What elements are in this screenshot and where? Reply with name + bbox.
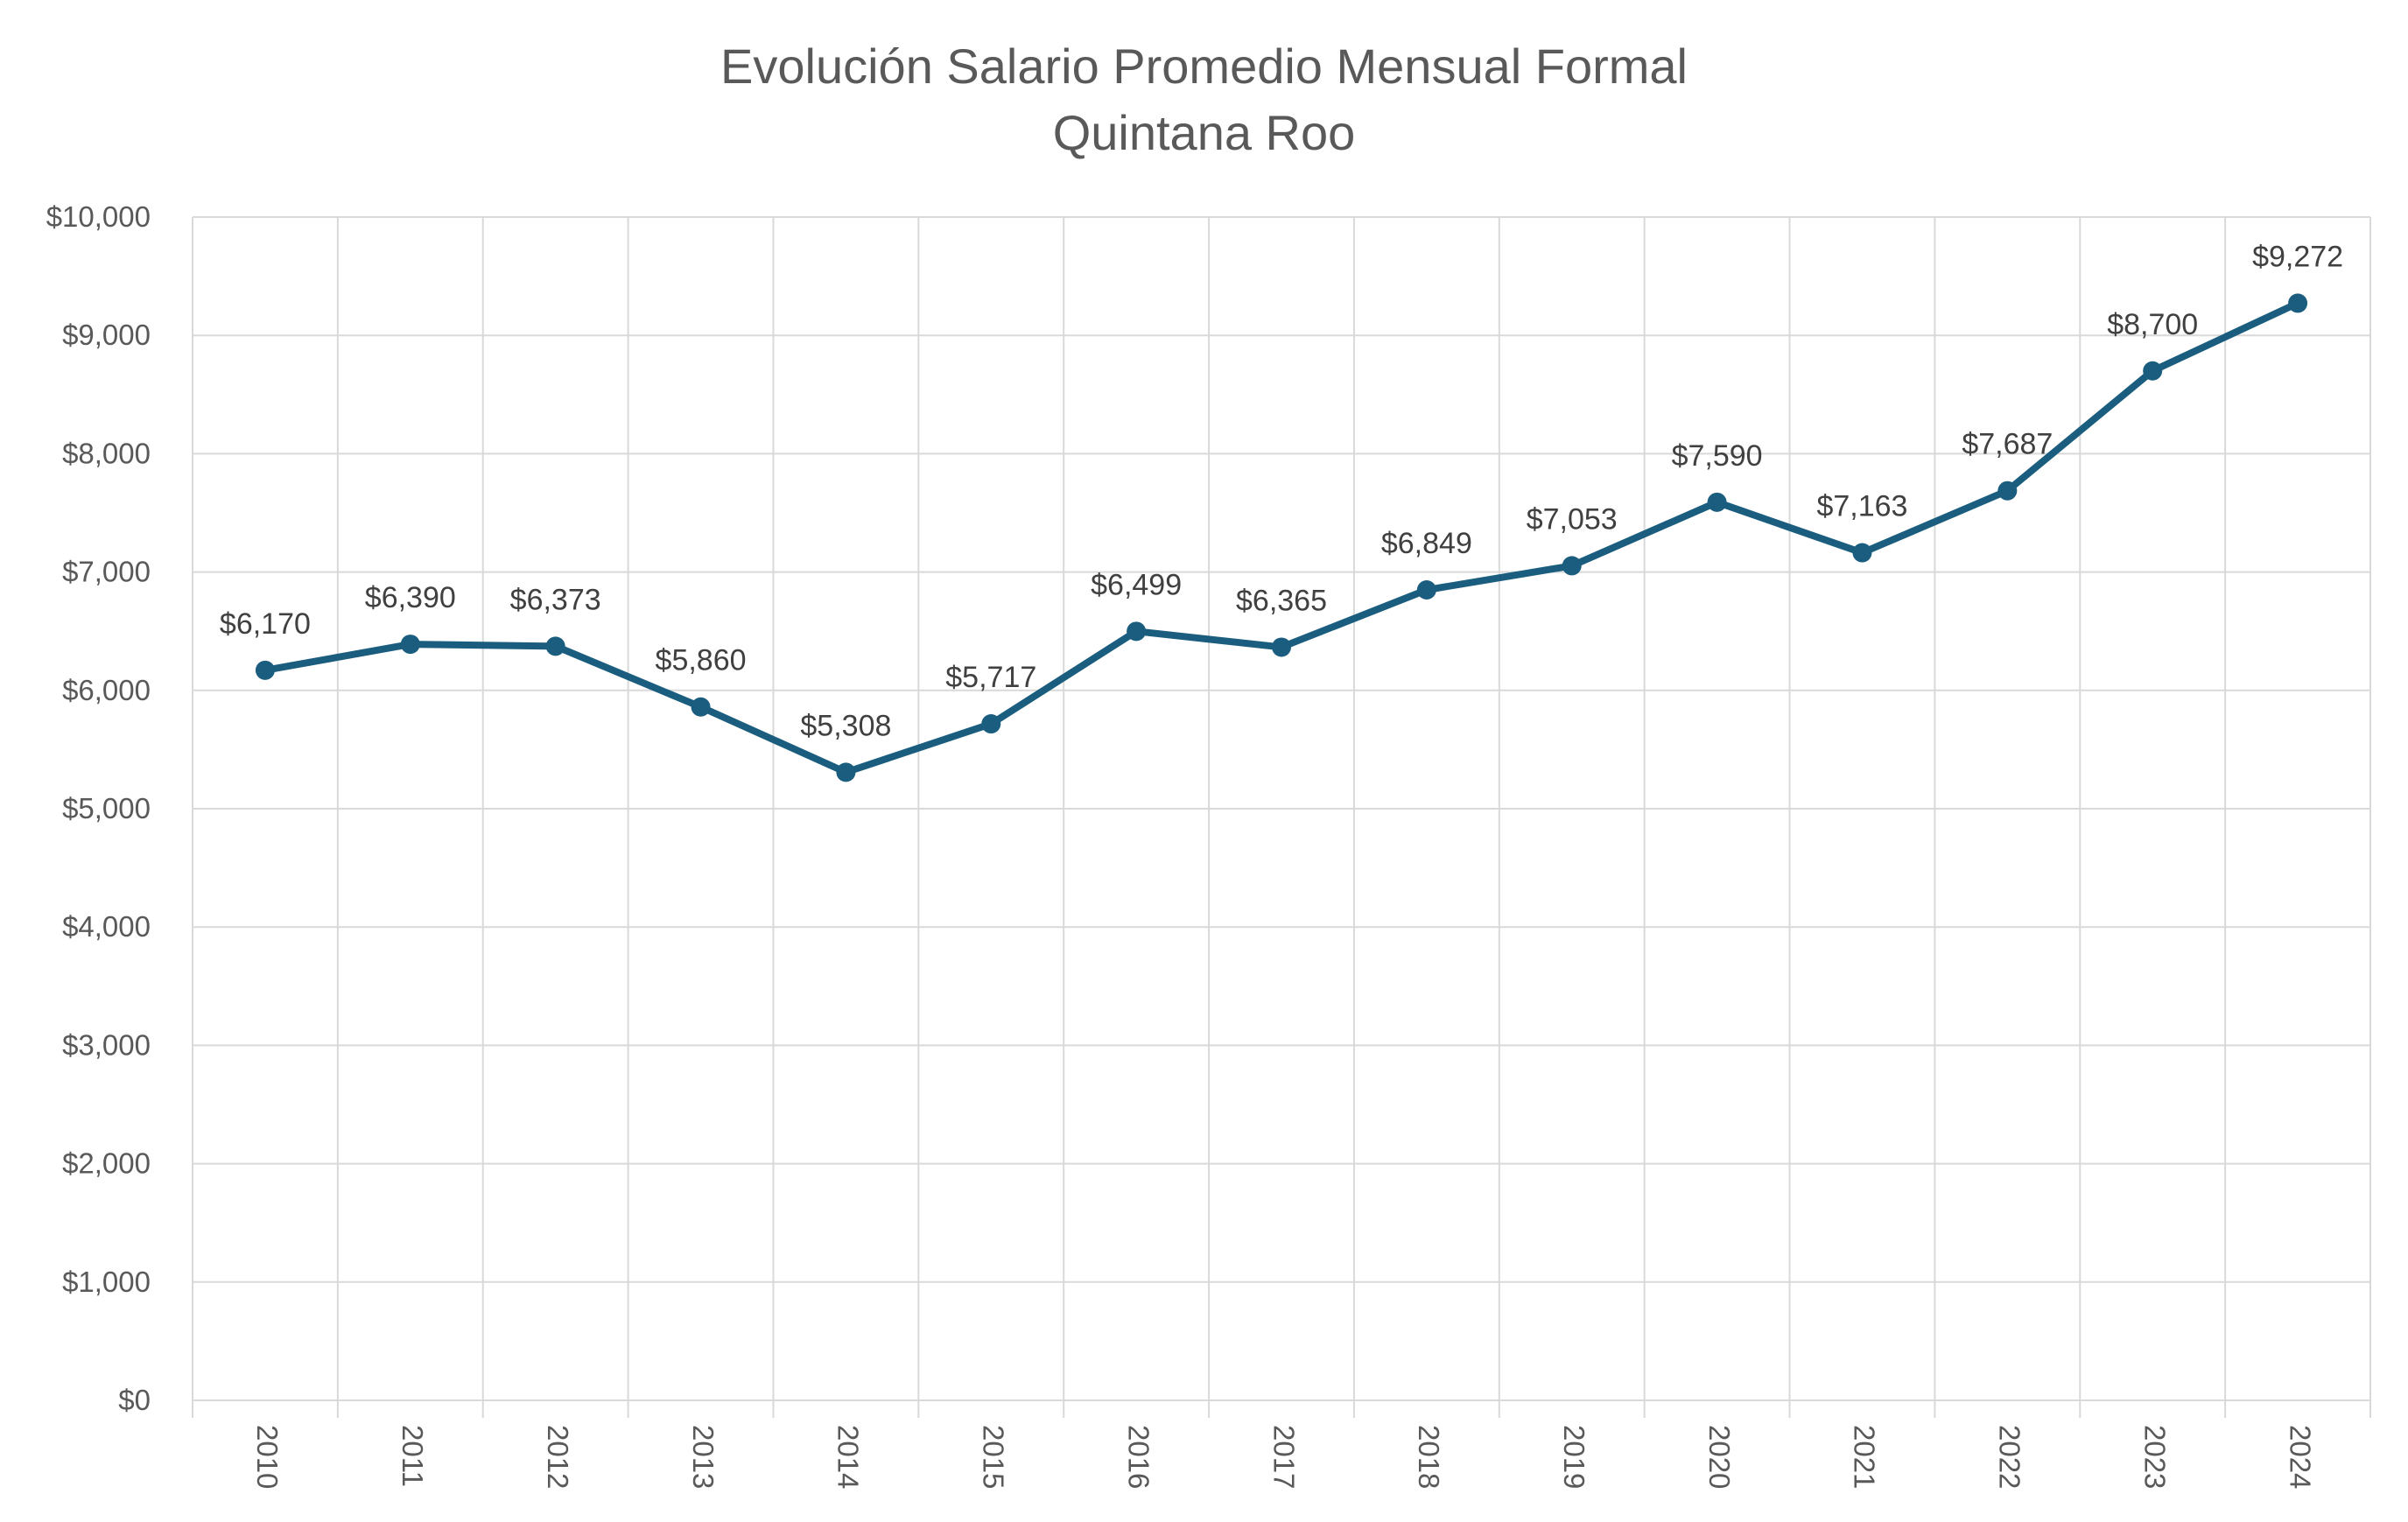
data-point (255, 660, 275, 680)
data-point (1562, 556, 1582, 576)
data-label: $8,700 (2107, 308, 2198, 341)
y-tick-label: $10,000 (46, 200, 151, 233)
y-tick-label: $7,000 (62, 556, 151, 588)
data-point (545, 636, 565, 656)
x-tick-label: 2015 (978, 1425, 1010, 1489)
x-tick-label: 2010 (251, 1425, 284, 1489)
y-tick-label: $8,000 (62, 437, 151, 469)
y-tick-label: $5,000 (62, 792, 151, 824)
data-point (2143, 361, 2163, 381)
data-label: $5,308 (800, 709, 891, 742)
data-label: $6,365 (1236, 584, 1327, 617)
data-point (400, 635, 420, 655)
data-label: $6,170 (220, 607, 311, 641)
data-point (836, 762, 856, 782)
data-label: $6,390 (365, 581, 456, 614)
data-label: $6,373 (510, 583, 601, 616)
x-tick-label: 2020 (1703, 1425, 1736, 1489)
data-label: $7,590 (1672, 439, 1763, 473)
chart-subtitle: Quintana Roo (1052, 105, 1356, 160)
x-tick-label: 2024 (2284, 1425, 2316, 1489)
data-point (1852, 543, 1872, 563)
data-label: $9,272 (2252, 240, 2343, 273)
series-line (261, 299, 2302, 776)
y-tick-label: $3,000 (62, 1028, 151, 1061)
data-point (1272, 637, 1291, 657)
data-point (1997, 480, 2018, 501)
data-label: $5,860 (656, 644, 747, 677)
x-tick-label: 2021 (1849, 1425, 1881, 1489)
data-label: $7,053 (1527, 502, 1618, 536)
y-tick-label: $0 (118, 1384, 151, 1416)
y-tick-label: $2,000 (62, 1147, 151, 1180)
data-point (691, 697, 711, 717)
x-tick-label: 2012 (542, 1425, 574, 1489)
x-tick-label: 2022 (1994, 1425, 2026, 1489)
data-point (981, 714, 1001, 734)
data-point (1416, 580, 1436, 600)
data-label: $7,687 (1962, 428, 2053, 461)
data-label: $6,499 (1091, 568, 1182, 601)
data-point (1707, 492, 1727, 512)
x-tick-label: 2014 (832, 1425, 865, 1489)
data-point (1127, 621, 1147, 642)
x-tick-label: 2017 (1267, 1425, 1300, 1489)
x-tick-label: 2018 (1413, 1425, 1445, 1489)
data-label: $6,849 (1381, 527, 1472, 560)
data-point (2288, 293, 2308, 313)
x-tick-label: 2013 (687, 1425, 720, 1489)
x-tick-label: 2011 (397, 1425, 429, 1487)
y-tick-label: $4,000 (62, 910, 151, 943)
chart-title: Evolución Salario Promedio Mensual Forma… (720, 39, 1688, 94)
y-tick-label: $9,000 (62, 319, 151, 351)
x-tick-label: 2019 (1558, 1425, 1590, 1489)
data-label: $7,163 (1816, 490, 1907, 523)
x-tick-label: 2023 (2138, 1425, 2171, 1489)
data-label: $5,717 (945, 661, 1036, 694)
x-tick-label: 2016 (1122, 1425, 1155, 1489)
y-tick-label: $6,000 (62, 674, 151, 706)
y-tick-label: $1,000 (62, 1266, 151, 1298)
